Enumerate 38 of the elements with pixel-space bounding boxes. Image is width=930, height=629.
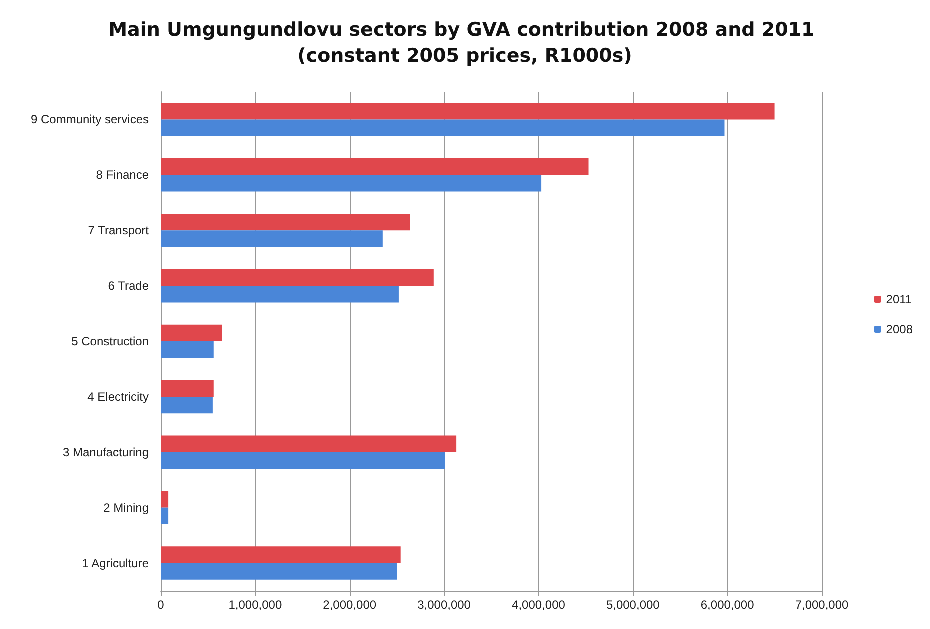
y-tick-label: 3 Manufacturing [62,445,149,460]
x-tick-label: 5,000,000 [606,598,660,612]
x-tick-label: 1,000,000 [228,598,282,612]
chart-title: Main Umgungundlovu sectors by GVA contribution 2008 and 2011 (constant 2005 prices, R1000s) [108,19,822,67]
bar [161,380,214,397]
y-tick-label: 7 Transport [88,224,150,238]
y-tick-label: 8 Finance [96,168,150,182]
y-tick-label: 9 Community services [30,112,149,127]
bar [161,269,434,286]
bar [161,491,169,508]
bar [161,563,398,580]
legend-label: 2008 [886,322,914,336]
bar [161,120,725,136]
y-tick-label: 1 Agriculture [82,556,150,570]
x-tick-label: 7,000,000 [795,598,850,612]
legend-label: 2011 [886,292,912,306]
x-tick-label: 2,000,000 [323,598,377,612]
bar [161,436,457,452]
bar [161,214,410,231]
x-tick-label: 4,000,000 [512,598,566,612]
bar [161,508,169,524]
bar [161,396,213,414]
bar [161,546,401,564]
bar [161,324,222,342]
bar [161,158,589,176]
y-tick-label: 2 Mining [104,500,149,515]
y-tick-label: 6 Trade [108,279,150,294]
bar [161,230,383,248]
y-tick-label: 5 Construction [72,334,149,348]
bar [161,103,775,120]
bar [161,452,446,470]
bar [161,175,542,192]
bar [161,286,399,303]
y-tick-label: 4 Electricity [88,390,149,404]
x-tick-label: 0 [158,598,165,612]
x-tick-label: 3,000,000 [418,598,472,612]
bar [161,342,214,358]
x-tick-label: 6,000,000 [700,598,755,612]
